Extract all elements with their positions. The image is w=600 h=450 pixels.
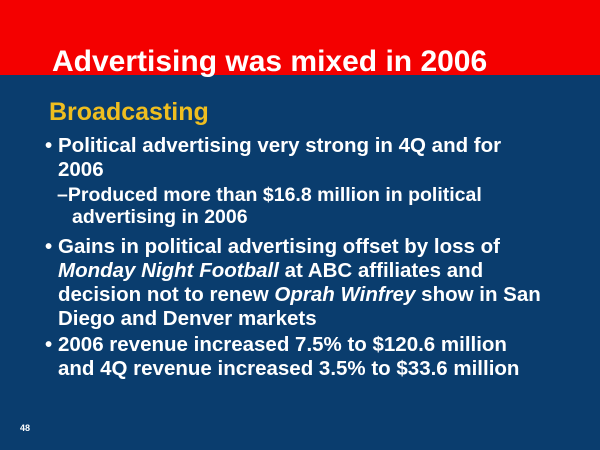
slide-title: Advertising was mixed in 2006 [52,45,488,78]
sub-bullet-produced: –Produced more than $16.8 million in pol… [43,184,548,228]
bullet-text: Political advertising very strong in 4Q … [58,134,502,181]
show-name-oprah-winfrey: Oprah Winfrey [274,283,416,306]
section-heading-broadcasting: Broadcasting [49,98,209,126]
bullet-text: Gains in political advertising offset by… [58,235,541,330]
slide-body: Broadcasting • Political advertising ver… [43,97,548,381]
show-name-monday-night-football: Monday Night Football [58,259,279,282]
bullet-revenue-increase: • 2006 revenue increased 7.5% to $120.6 … [43,333,548,381]
bullet-icon: • [45,134,53,157]
bullet-gains-offset: • Gains in political advertising offset … [43,235,548,331]
page-number: 48 [20,423,31,433]
bullet-icon: • [45,235,53,258]
bullet-political-advertising: • Political advertising very strong in 4… [43,134,548,182]
title-banner [0,0,600,75]
bullet-icon: • [45,333,53,356]
bullet-text: 2006 revenue increased 7.5% to $120.6 mi… [58,333,520,380]
sub-bullet-text: –Produced more than $16.8 million in pol… [57,184,482,228]
